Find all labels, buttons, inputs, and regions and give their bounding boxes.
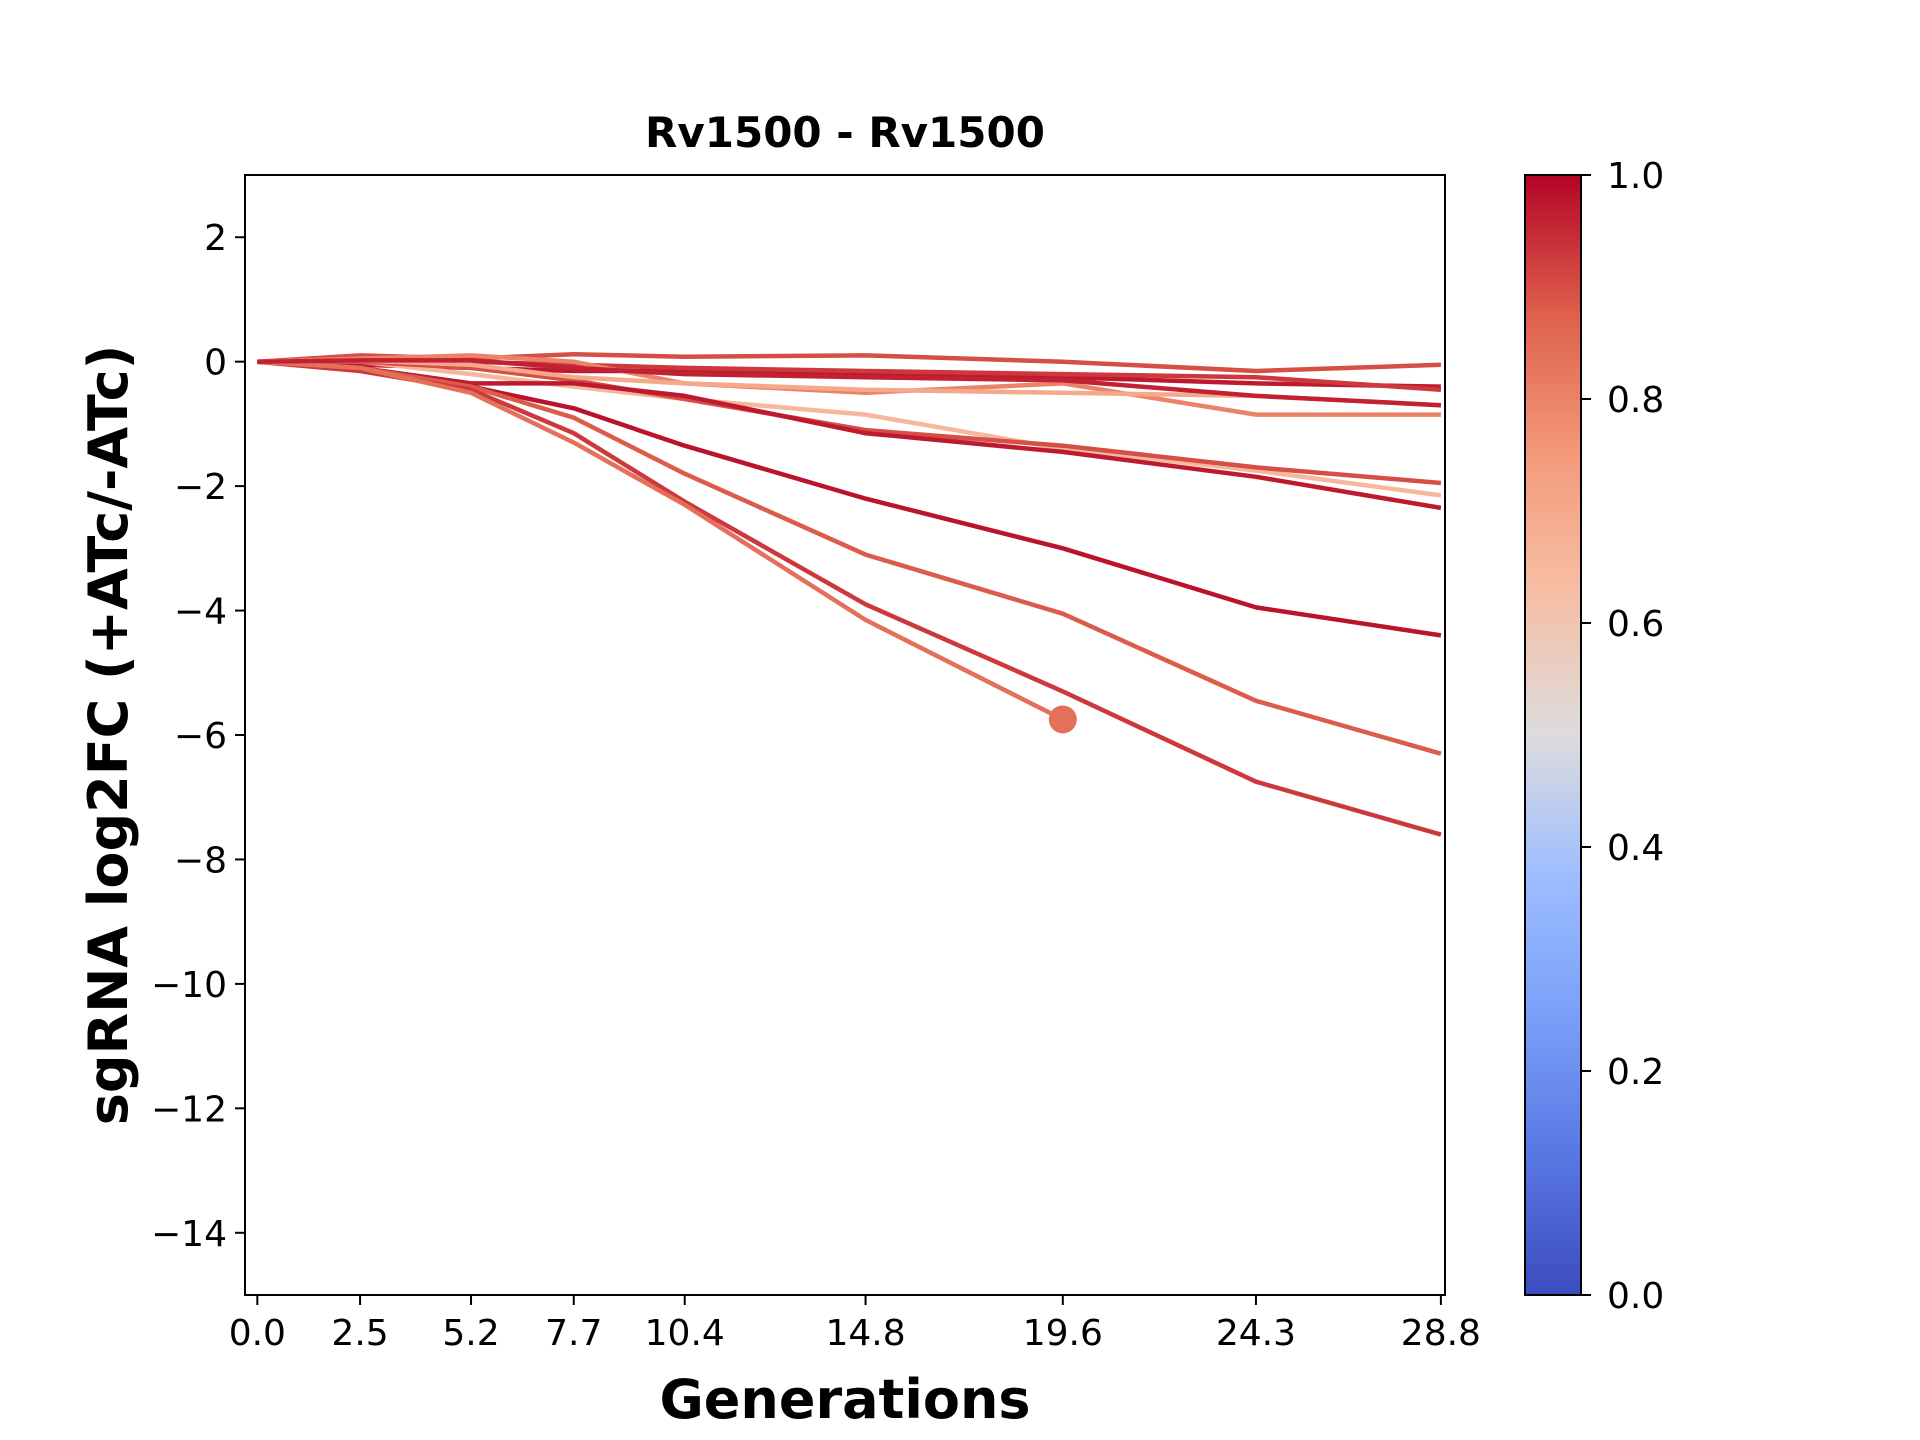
x-tick-label: 2.5 bbox=[331, 1313, 388, 1354]
x-axis-title: Generations bbox=[659, 1368, 1030, 1431]
colorbar-tick-label: 0.0 bbox=[1607, 1276, 1664, 1317]
series-line-9 bbox=[257, 359, 1442, 756]
chart-title: Rv1500 - Rv1500 bbox=[645, 108, 1045, 157]
y-tick-label: −8 bbox=[174, 840, 227, 881]
series-end-marker bbox=[1048, 705, 1077, 734]
y-tick-label: −10 bbox=[151, 965, 227, 1006]
y-axis: 2 0 −2 −4 −6 −8 −10 −12 −14 bbox=[151, 218, 245, 1255]
x-tick-label: 5.2 bbox=[442, 1313, 499, 1354]
plot-frame bbox=[244, 174, 1446, 1296]
x-tick-label: 19.6 bbox=[1023, 1313, 1103, 1354]
y-tick-label: −6 bbox=[174, 716, 227, 757]
colorbar-gradient bbox=[1524, 174, 1582, 1296]
x-tick-label: 28.8 bbox=[1401, 1313, 1481, 1354]
colorbar-tick-label: 0.2 bbox=[1607, 1052, 1664, 1093]
colorbar-tick-label: 0.4 bbox=[1607, 828, 1664, 869]
y-axis-title: sgRNA log2FC (+ATc/-ATc) bbox=[77, 345, 140, 1126]
x-tick-label: 24.3 bbox=[1216, 1313, 1296, 1354]
colorbar-tick-label: 1.0 bbox=[1607, 156, 1664, 197]
series-line-10 bbox=[257, 359, 1442, 837]
x-axis: 0.0 2.5 5.2 7.7 10.4 14.8 19.6 24.3 28.8 bbox=[229, 1295, 1481, 1354]
y-tick-label: −12 bbox=[151, 1089, 227, 1130]
colorbar-tick-label: 0.6 bbox=[1607, 604, 1664, 645]
series-line-11 bbox=[257, 359, 1064, 722]
x-tick-label: 7.7 bbox=[545, 1313, 602, 1354]
y-tick-label: 2 bbox=[204, 218, 227, 259]
x-tick-label: 10.4 bbox=[645, 1313, 725, 1354]
x-tick-label: 0.0 bbox=[229, 1313, 286, 1354]
series-lines bbox=[257, 351, 1442, 837]
colorbar-tick-label: 0.8 bbox=[1607, 380, 1664, 421]
y-tick-label: −2 bbox=[174, 467, 227, 508]
series-line-13 bbox=[257, 358, 1442, 408]
y-tick-label: −14 bbox=[151, 1214, 227, 1255]
colorbar-axis: 0.0 0.2 0.4 0.6 0.8 1.0 bbox=[1581, 156, 1664, 1317]
x-tick-label: 14.8 bbox=[825, 1313, 905, 1354]
y-tick-label: 0 bbox=[204, 343, 227, 384]
y-tick-label: −4 bbox=[174, 592, 227, 633]
